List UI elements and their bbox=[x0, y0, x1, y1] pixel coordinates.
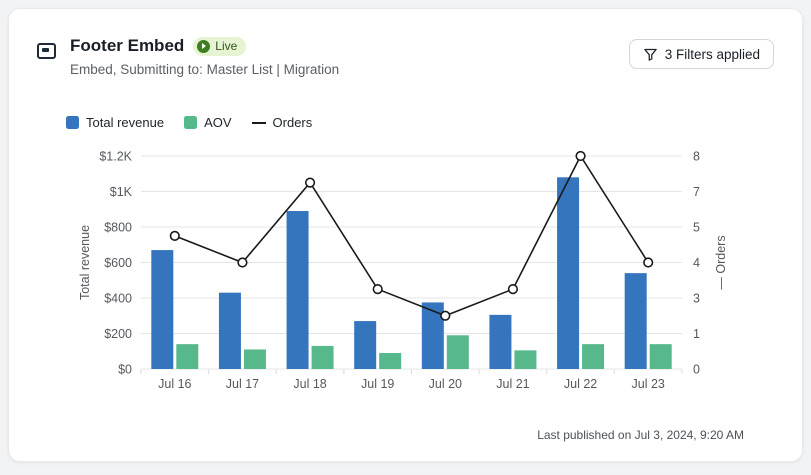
bar-aov[interactable] bbox=[311, 345, 334, 369]
x-axis-label: Jul 18 bbox=[293, 377, 326, 391]
orders-point[interactable] bbox=[372, 284, 383, 295]
x-axis-label: Jul 23 bbox=[632, 377, 665, 391]
bar-aov[interactable] bbox=[379, 353, 402, 369]
right-axis-tick-label: 3 bbox=[693, 292, 700, 306]
chart-area: $0 0 $200 1 $400 3 $600 4 $800 5 $1K 7 $1.2K 8 Jul 16 J… bbox=[21, 139, 781, 409]
x-axis-label: Jul 17 bbox=[226, 377, 259, 391]
x-axis-label: Jul 16 bbox=[158, 377, 191, 391]
x-axis-label: Jul 19 bbox=[361, 377, 394, 391]
play-icon bbox=[197, 39, 211, 53]
report-card: Footer Embed Live Embed, Submitting to: … bbox=[8, 8, 803, 462]
bar-aov[interactable] bbox=[649, 344, 672, 369]
right-axis-title: — Orders bbox=[714, 235, 728, 289]
bar-aov[interactable] bbox=[582, 344, 605, 369]
left-axis-tick-label: $400 bbox=[104, 292, 132, 306]
orders-point[interactable] bbox=[575, 150, 586, 162]
orders-point[interactable] bbox=[169, 230, 180, 241]
bar-total-revenue[interactable] bbox=[489, 314, 512, 369]
bar-total-revenue[interactable] bbox=[624, 273, 647, 369]
x-axis-label: Jul 21 bbox=[496, 377, 529, 391]
embed-icon bbox=[37, 43, 56, 59]
aov-swatch bbox=[184, 116, 198, 129]
bar-total-revenue[interactable] bbox=[557, 177, 580, 369]
left-axis-tick-label: $600 bbox=[104, 256, 132, 270]
bar-total-revenue[interactable] bbox=[286, 211, 309, 369]
bar-aov[interactable] bbox=[446, 335, 469, 369]
right-axis-tick-label: 1 bbox=[693, 327, 700, 341]
orders-point[interactable] bbox=[507, 284, 519, 295]
bar-total-revenue[interactable] bbox=[218, 292, 241, 369]
legend-item-aov[interactable]: AOV bbox=[184, 115, 232, 130]
legend-label: AOV bbox=[204, 115, 232, 130]
x-axis-label: Jul 20 bbox=[429, 377, 462, 391]
bar-aov[interactable] bbox=[176, 344, 199, 369]
bar-total-revenue[interactable] bbox=[421, 302, 444, 369]
orders-point[interactable] bbox=[304, 177, 316, 188]
legend-label: Total revenue bbox=[86, 115, 165, 130]
filters-applied-label: 3 Filters applied bbox=[664, 46, 760, 62]
right-axis-tick-label: 7 bbox=[693, 185, 700, 199]
right-axis-tick-label: 5 bbox=[693, 221, 700, 235]
total-revenue-swatch bbox=[66, 116, 79, 129]
revenue-orders-chart: $0 0 $200 1 $400 3 $600 4 $800 5 $1K 7 $1.2K 8 Jul 16 J… bbox=[78, 150, 728, 392]
page-title: Footer Embed bbox=[70, 36, 185, 55]
filters-applied-button[interactable]: 3 Filters applied bbox=[628, 39, 774, 69]
right-axis-tick-label: 8 bbox=[693, 150, 700, 164]
left-axis-tick-label: $1.2K bbox=[99, 150, 132, 164]
orders-line bbox=[174, 154, 649, 317]
orders-point[interactable] bbox=[237, 257, 248, 268]
live-badge-label: Live bbox=[215, 39, 238, 53]
legend-label: Orders bbox=[272, 115, 313, 130]
bar-aov[interactable] bbox=[514, 350, 537, 369]
x-axis-label: Jul 22 bbox=[564, 377, 597, 391]
left-axis-tick-label: $0 bbox=[118, 363, 132, 377]
orders-line-swatch bbox=[251, 121, 266, 124]
left-axis-tick-label: $1K bbox=[110, 185, 133, 199]
bar-total-revenue[interactable] bbox=[151, 250, 174, 369]
filter-funnel-icon bbox=[643, 48, 657, 61]
card-subtitle: Embed, Submitting to: Master List | Migr… bbox=[70, 62, 340, 77]
left-axis-title: Total revenue bbox=[78, 225, 92, 300]
bar-total-revenue[interactable] bbox=[354, 321, 377, 369]
orders-point[interactable] bbox=[643, 257, 654, 268]
live-status-badge: Live bbox=[193, 36, 247, 56]
bar-aov[interactable] bbox=[243, 349, 266, 369]
last-published-note: Last published on Jul 3, 2024, 9:20 AM bbox=[537, 428, 744, 442]
right-axis-tick-label: 4 bbox=[693, 256, 700, 270]
left-axis-tick-label: $200 bbox=[104, 327, 132, 341]
left-axis-tick-label: $800 bbox=[104, 221, 132, 235]
legend-item-orders[interactable]: Orders bbox=[251, 115, 313, 130]
right-axis-tick-label: 0 bbox=[693, 363, 700, 377]
chart-legend: Total revenue AOV Orders bbox=[66, 115, 312, 130]
legend-item-total-revenue[interactable]: Total revenue bbox=[66, 115, 164, 130]
orders-point[interactable] bbox=[440, 310, 451, 321]
card-header: Footer Embed Live Embed, Submitting to: … bbox=[37, 35, 774, 79]
